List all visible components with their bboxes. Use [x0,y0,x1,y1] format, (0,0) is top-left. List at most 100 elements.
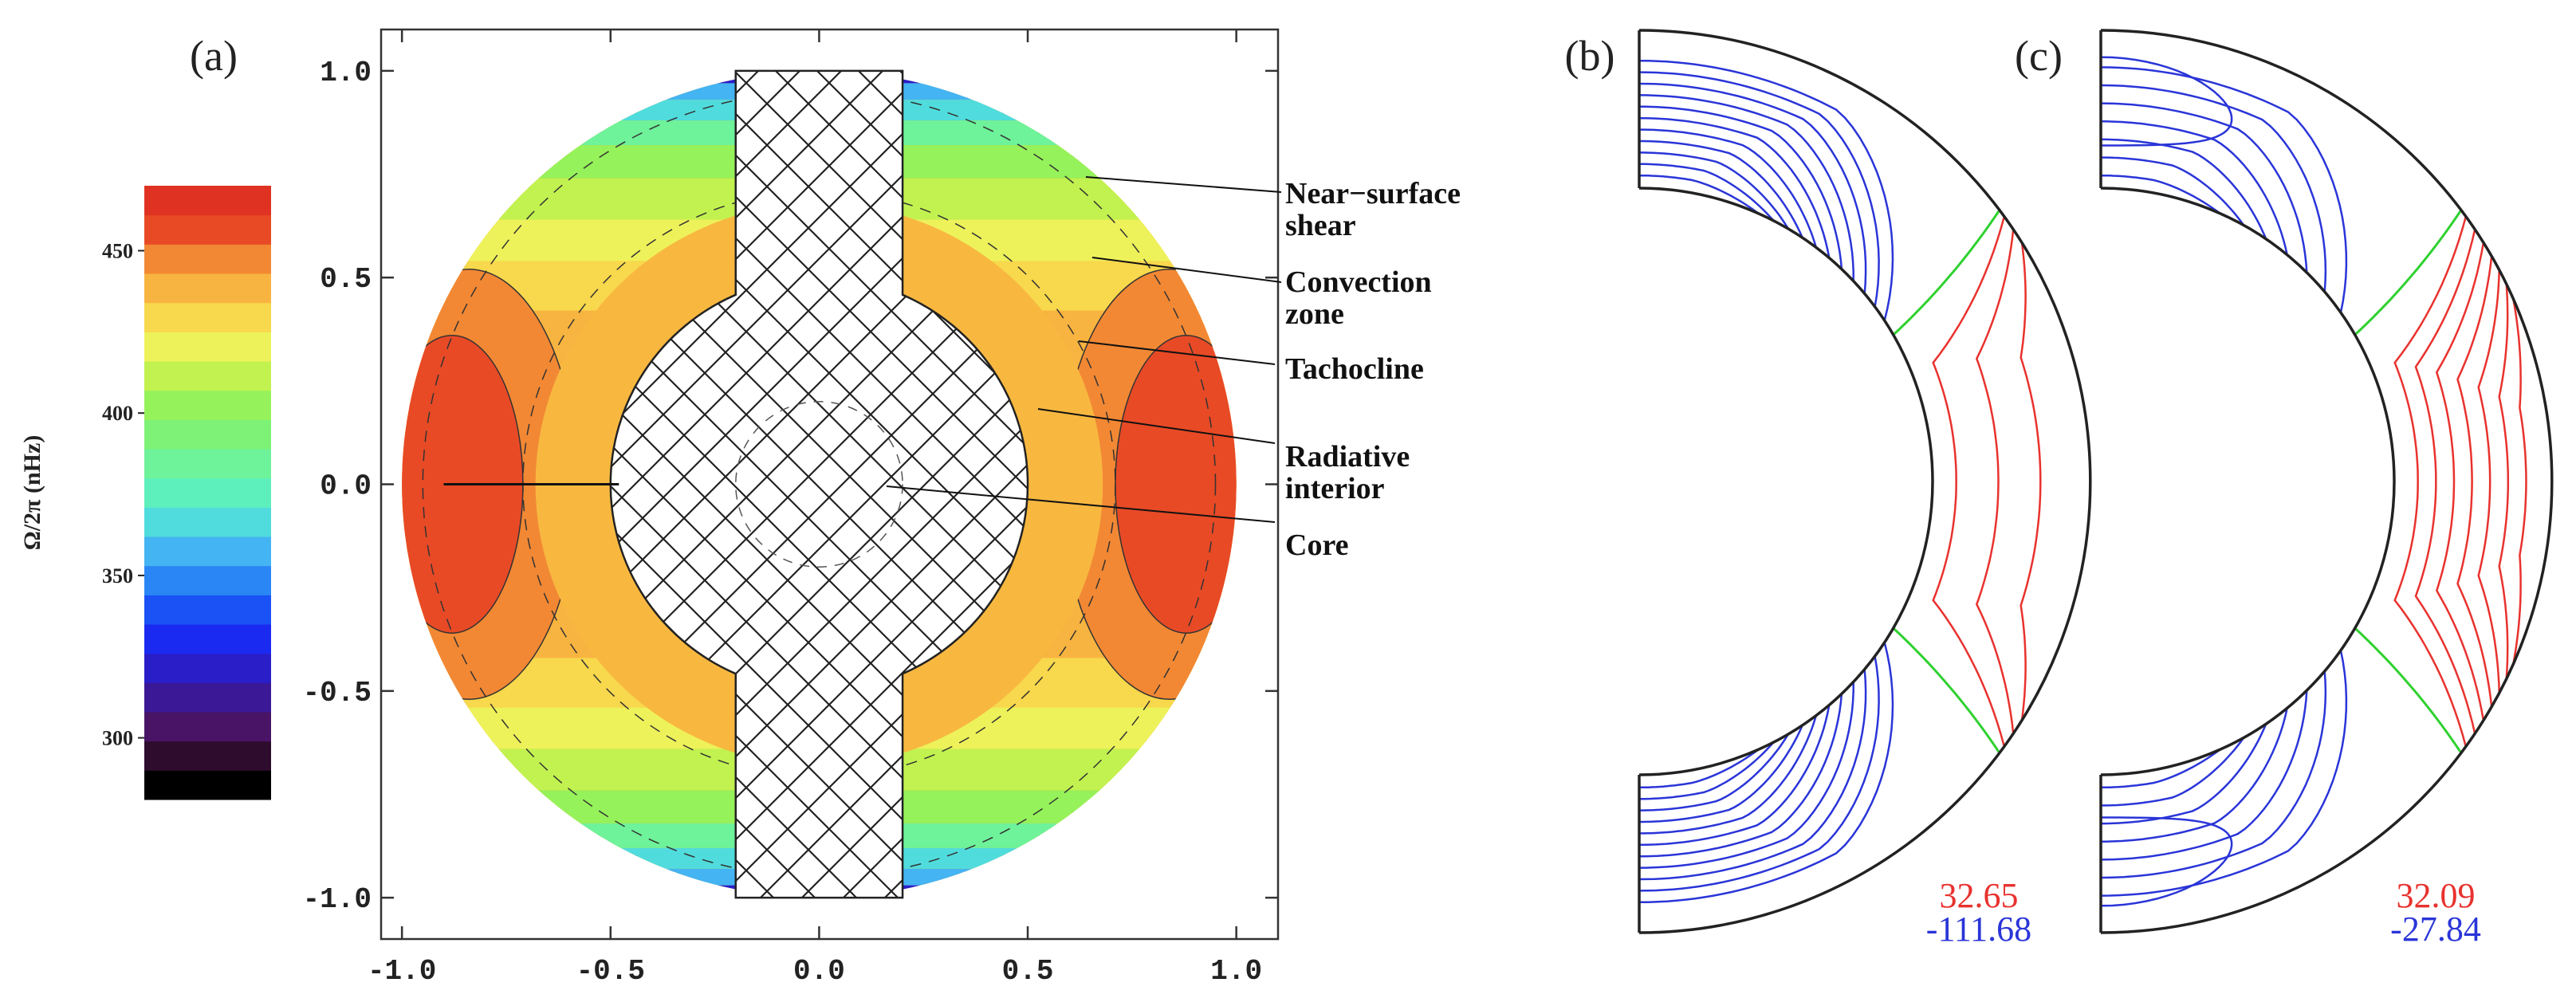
colorbar-band [144,595,271,625]
extremum-value: 32.09 [2397,876,2476,915]
y-tick-label: 1.0 [320,57,372,89]
meridional-panel: 32.09-27.84 [2099,29,2554,949]
annotation: interior [1285,472,1385,505]
colorbar-band [144,449,271,479]
annotation: Core [1285,529,1349,562]
colorbar-band [144,186,271,216]
streamline [2100,102,2308,273]
inner-boundary [2100,187,2396,776]
colorbar-tick-label: 350 [102,564,133,587]
streamline [1638,669,1867,881]
annotation-leader [1078,340,1276,365]
streamline [1638,59,1894,321]
extremum-value: -27.84 [2390,910,2481,949]
streamline [2100,737,2245,807]
colorbar-band [144,565,271,595]
streamline [2100,56,2233,147]
annotation: shear [1285,209,1356,242]
panel-label: (c) [2015,32,2063,80]
colorbar-tick-label: 400 [102,402,133,425]
streamline [1639,105,1843,269]
streamline [1639,741,1775,800]
streamline [1639,749,1760,789]
colorbar-band [144,536,271,567]
streamline [2435,242,2485,721]
streamline [2101,723,2267,825]
x-tick-label: 0.0 [793,955,845,988]
streamline [1639,163,1775,222]
streamline [1639,151,1790,230]
streamline [2020,242,2042,721]
streamline [2498,283,2510,680]
colorbar-band [144,361,271,391]
contour-lobe [1115,335,1237,634]
streamline [2100,670,2327,879]
streamline [1638,655,1880,892]
streamline [2100,156,2245,226]
colorbar-band [144,302,271,332]
streamline [2477,269,2500,694]
streamline [2100,84,2327,293]
colorbar-band [144,214,271,245]
streamline [1638,71,1880,308]
outer-boundary [1638,29,2092,934]
streamline [1638,642,1894,904]
annotation: Convection [1285,265,1432,299]
panel-label: (b) [1565,32,1615,80]
annotation: Radiative [1285,440,1410,474]
streamline [1639,705,1831,847]
colorbar-band [144,390,271,420]
streamline [2354,209,2463,336]
streamline [1639,682,1854,869]
colorbar-band [144,712,271,742]
colorbar-band [144,273,271,304]
annotation-leader [886,485,1276,523]
colorbar-band [144,419,271,450]
streamline [1639,116,1831,258]
streamline [2100,816,2233,907]
streamline [1639,174,1760,214]
streamline [2100,690,2308,861]
colorbar-tick-label: 300 [102,727,133,750]
x-tick-label: 1.0 [1210,955,1262,988]
colorbar-band [144,653,271,683]
streamline [1639,94,1854,281]
streamline [2101,138,2267,240]
inner-boundary [1638,187,1934,776]
colorbar-band [144,682,271,713]
streamline [1892,627,2001,754]
annotation-leader [1091,257,1282,283]
colorbar-band [144,244,271,274]
x-tick-label: -1.0 [368,955,436,988]
streamline [2354,627,2463,754]
outer-boundary [2100,29,2554,934]
streamline [1892,209,2001,336]
annotation-leader [1085,176,1282,193]
annotation: zone [1285,297,1344,331]
streamline [2414,229,2476,734]
annotation: Tachocline [1285,352,1424,386]
streamline [1639,128,1818,248]
masked-region [609,69,1029,899]
streamline [1639,140,1803,238]
streamline [1932,215,2006,748]
x-tick-label: -0.5 [576,955,645,988]
streamline [2101,120,2288,256]
streamline [2100,66,2348,313]
colorbar-tick-label: 450 [102,239,133,262]
extremum-value: -111.68 [1926,910,2031,949]
panel-label: (a) [190,32,238,80]
streamline [2101,174,2221,214]
streamline [1639,694,1843,858]
colorbar-band [144,770,271,800]
y-tick-label: 0.5 [320,263,372,296]
streamline [1639,733,1790,811]
streamline [2100,650,2348,897]
colorbar-band [144,332,271,362]
annotation-leader [1037,408,1276,444]
colorbar-band [144,507,271,537]
y-tick-label: 0.0 [320,470,372,503]
streamline [1638,82,1867,294]
y-tick-label: -0.5 [303,677,372,709]
